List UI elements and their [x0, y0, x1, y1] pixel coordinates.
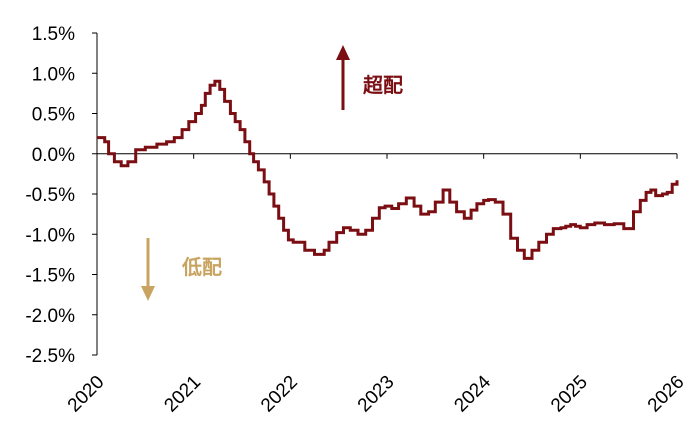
overweight-annotation: 超配 — [336, 45, 403, 110]
y-tick-label: -2.5% — [25, 346, 75, 367]
x-axis-ticks — [96, 153, 678, 159]
series-line — [97, 79, 679, 260]
y-tick-label: 0.0% — [32, 145, 75, 166]
y-tick-label: 1.0% — [32, 64, 75, 85]
y-tick-label: -0.5% — [25, 185, 75, 206]
y-tick-label: -2.0% — [25, 306, 75, 327]
x-tick-label: 2020 — [64, 372, 109, 417]
x-axis-tick-labels: 2020 2021 2022 2023 2024 2025 2026 — [64, 371, 689, 416]
up-arrow-icon — [336, 45, 350, 60]
x-tick-label: 2023 — [354, 372, 399, 417]
y-axis-tick-labels: 1.5% 1.0% 0.5% 0.0% -0.5% -1.0% -1.5% -2.0% -2.5… — [25, 24, 75, 367]
y-axis-ticks — [92, 32, 97, 356]
x-tick-label: 2024 — [450, 371, 495, 416]
y-tick-label: 0.5% — [32, 105, 75, 126]
x-tick-label: 2021 — [160, 372, 205, 417]
y-tick-label: -1.0% — [25, 225, 75, 246]
y-tick-label: -1.5% — [25, 266, 75, 287]
underweight-label: 低配 — [181, 255, 222, 279]
x-tick-label: 2022 — [257, 372, 302, 417]
x-tick-label: 2026 — [644, 372, 689, 417]
underweight-annotation: 低配 — [141, 238, 222, 301]
x-tick-label: 2025 — [547, 372, 592, 417]
overweight-label: 超配 — [362, 73, 403, 97]
down-arrow-icon — [141, 286, 155, 301]
y-tick-label: 1.5% — [32, 24, 75, 45]
